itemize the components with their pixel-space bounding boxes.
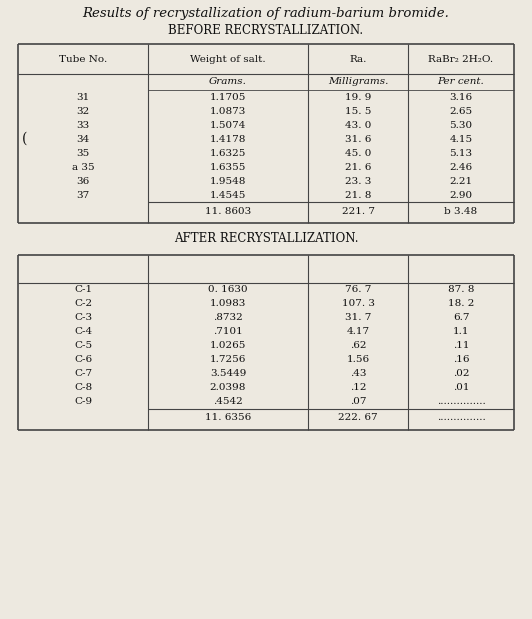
Text: 1.5074: 1.5074 (210, 121, 246, 129)
Text: Results of recrystallization of radium-barium bromide.: Results of recrystallization of radium-b… (82, 7, 450, 20)
Text: 1.0873: 1.0873 (210, 106, 246, 116)
Text: 32: 32 (77, 106, 89, 116)
Text: 1.4545: 1.4545 (210, 191, 246, 199)
Text: 31. 6: 31. 6 (345, 134, 371, 144)
Text: 2.0398: 2.0398 (210, 384, 246, 392)
Text: 2.65: 2.65 (450, 106, 472, 116)
Text: C-6: C-6 (74, 355, 92, 365)
Text: b 3.48: b 3.48 (444, 207, 478, 215)
Text: C-9: C-9 (74, 397, 92, 407)
Text: 6.7: 6.7 (453, 313, 469, 322)
Text: Per cent.: Per cent. (438, 77, 484, 87)
Text: 31. 7: 31. 7 (345, 313, 371, 322)
Text: 1.0983: 1.0983 (210, 300, 246, 308)
Text: C-2: C-2 (74, 300, 92, 308)
Text: 21. 8: 21. 8 (345, 191, 371, 199)
Text: 1.7256: 1.7256 (210, 355, 246, 365)
Text: 3.16: 3.16 (450, 92, 472, 102)
Text: 37: 37 (77, 191, 89, 199)
Text: C-5: C-5 (74, 342, 92, 350)
Text: 18. 2: 18. 2 (448, 300, 474, 308)
Text: RaBr₂ 2H₂O.: RaBr₂ 2H₂O. (428, 54, 494, 64)
Text: 1.6355: 1.6355 (210, 163, 246, 171)
Text: C-1: C-1 (74, 285, 92, 295)
Text: 1.56: 1.56 (346, 355, 370, 365)
Text: Grams.: Grams. (209, 77, 247, 87)
Text: 35: 35 (77, 149, 89, 157)
Text: .7101: .7101 (213, 327, 243, 337)
Text: .01: .01 (453, 384, 469, 392)
Text: 11. 8603: 11. 8603 (205, 207, 251, 215)
Text: ...............: ............... (437, 397, 485, 407)
Text: .8732: .8732 (213, 313, 243, 322)
Text: ...............: ............... (437, 413, 485, 423)
Text: 5.13: 5.13 (450, 149, 472, 157)
Text: 221. 7: 221. 7 (342, 207, 375, 215)
Text: 45. 0: 45. 0 (345, 149, 371, 157)
Text: .43: .43 (350, 370, 366, 378)
Text: 1.9548: 1.9548 (210, 176, 246, 186)
Text: Ra.: Ra. (350, 54, 367, 64)
Text: 1.6325: 1.6325 (210, 149, 246, 157)
Text: C-7: C-7 (74, 370, 92, 378)
Text: 87. 8: 87. 8 (448, 285, 474, 295)
Text: 4.17: 4.17 (346, 327, 370, 337)
Text: 3.5449: 3.5449 (210, 370, 246, 378)
Text: BEFORE RECRYSTALLIZATION.: BEFORE RECRYSTALLIZATION. (169, 24, 363, 37)
Text: 19. 9: 19. 9 (345, 92, 371, 102)
Text: 5.30: 5.30 (450, 121, 472, 129)
Text: Tube No.: Tube No. (59, 54, 107, 64)
Text: .11: .11 (453, 342, 469, 350)
Text: 2.21: 2.21 (450, 176, 472, 186)
Text: 222. 67: 222. 67 (338, 413, 378, 423)
Text: 0. 1630: 0. 1630 (208, 285, 248, 295)
Text: AFTER RECRYSTALLIZATION.: AFTER RECRYSTALLIZATION. (174, 233, 358, 246)
Text: C-8: C-8 (74, 384, 92, 392)
Text: 2.46: 2.46 (450, 163, 472, 171)
Text: .4542: .4542 (213, 397, 243, 407)
Text: 43. 0: 43. 0 (345, 121, 371, 129)
Text: .12: .12 (350, 384, 366, 392)
Text: 15. 5: 15. 5 (345, 106, 371, 116)
Text: 31: 31 (77, 92, 89, 102)
Text: .62: .62 (350, 342, 366, 350)
Text: 33: 33 (77, 121, 89, 129)
Text: Weight of salt.: Weight of salt. (190, 54, 266, 64)
Text: 76. 7: 76. 7 (345, 285, 371, 295)
Text: a 35: a 35 (72, 163, 94, 171)
Text: 1.1705: 1.1705 (210, 92, 246, 102)
Text: .07: .07 (350, 397, 366, 407)
Text: 2.90: 2.90 (450, 191, 472, 199)
Text: 23. 3: 23. 3 (345, 176, 371, 186)
Text: .16: .16 (453, 355, 469, 365)
Text: 21. 6: 21. 6 (345, 163, 371, 171)
Text: 34: 34 (77, 134, 89, 144)
Text: C-4: C-4 (74, 327, 92, 337)
Text: 36: 36 (77, 176, 89, 186)
Text: Milligrams.: Milligrams. (328, 77, 388, 87)
Text: 1.4178: 1.4178 (210, 134, 246, 144)
Text: 4.15: 4.15 (450, 134, 472, 144)
Text: 1.0265: 1.0265 (210, 342, 246, 350)
Text: 11. 6356: 11. 6356 (205, 413, 251, 423)
Text: (: ( (22, 132, 28, 146)
Text: C-3: C-3 (74, 313, 92, 322)
Text: 1.1: 1.1 (453, 327, 469, 337)
Text: .02: .02 (453, 370, 469, 378)
Text: 107. 3: 107. 3 (342, 300, 375, 308)
